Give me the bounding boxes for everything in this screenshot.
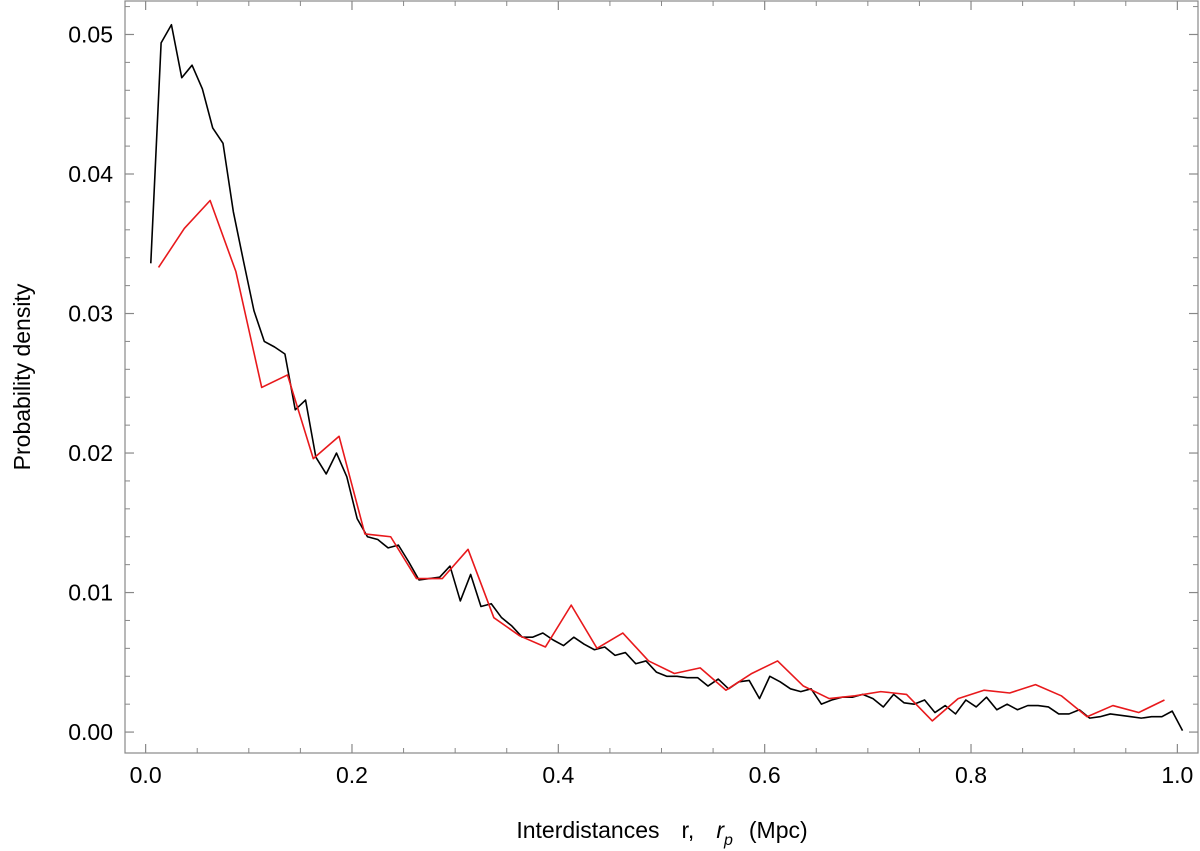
- x-tick-label: 1.0: [1161, 762, 1193, 788]
- x-axis-label-var1: r,: [682, 817, 695, 843]
- series-line-1: [149, 23, 1184, 732]
- x-axis-label-prefix: Interdistances: [516, 817, 659, 843]
- y-axis: 0.00 0.01 0.02 0.03 0.04 0.05: [68, 6, 1198, 745]
- plot-frame: [124, 0, 1199, 754]
- y-tick-label: 0.02: [68, 440, 113, 466]
- y-axis-label: Probability density: [9, 283, 35, 470]
- x-axis-label: Interdistances r, rp (Mpc): [516, 817, 807, 849]
- x-tick-label: 0.6: [749, 762, 781, 788]
- x-axis-label-var2: r: [716, 817, 725, 843]
- y-tick-label: 0.01: [68, 580, 113, 606]
- y-tick-label: 0.04: [68, 161, 113, 187]
- x-tick-label: 0.8: [955, 762, 987, 788]
- series-layer: [149, 23, 1184, 732]
- x-tick-label: 0.2: [336, 762, 368, 788]
- x-axis: 0.0 0.2 0.4 0.6 0.8 1.0: [130, 1, 1193, 788]
- series-line-2: [157, 199, 1165, 722]
- x-tick-label: 0.0: [130, 762, 162, 788]
- x-axis-label-unit: (Mpc): [749, 817, 808, 843]
- x-axis-label-var2-subscript: p: [723, 832, 733, 849]
- y-tick-label: 0.00: [68, 719, 113, 745]
- y-tick-label: 0.03: [68, 301, 113, 327]
- y-tick-label: 0.05: [68, 21, 113, 47]
- x-tick-label: 0.4: [542, 762, 574, 788]
